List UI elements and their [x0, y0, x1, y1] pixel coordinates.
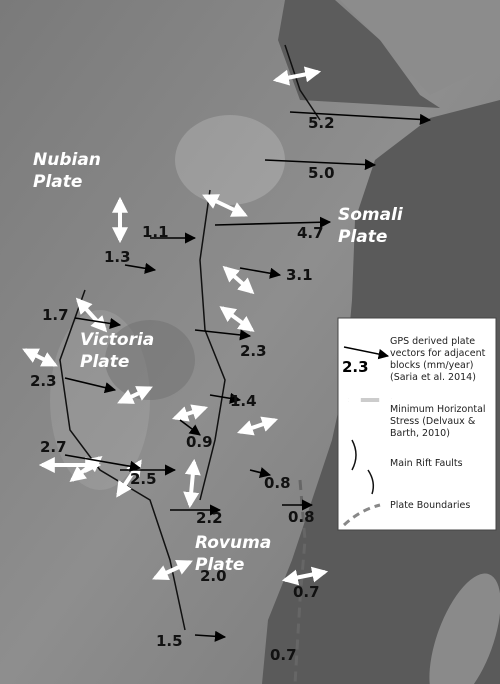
plate-name: Victoria [80, 330, 154, 350]
gps-value: 0.8 [288, 508, 315, 526]
legend-text: (Saria et al. 2014) [390, 372, 476, 383]
stress-arrow [272, 66, 322, 86]
plate-name: Plate [195, 555, 244, 575]
legend-text: Barth, 2010) [390, 428, 450, 439]
legend-text: blocks (mm/year) [390, 360, 474, 371]
gps-value: 0.7 [270, 646, 297, 664]
gps-arrow [64, 454, 142, 472]
stress-arrow [152, 560, 193, 580]
stress-arrow [183, 458, 201, 509]
stress-arrow [281, 566, 329, 586]
gps-value: 2.7 [40, 438, 67, 456]
plate-names: NubianPlateSomaliPlateVictoriaPlateRovum… [33, 150, 404, 575]
gps-value: 4.7 [297, 224, 324, 242]
legend-box [337, 317, 497, 531]
madagascar [429, 573, 500, 684]
gps-arrow [264, 158, 377, 171]
plate-name: Plate [338, 227, 387, 247]
gps-value: 5.2 [308, 114, 335, 132]
gps-value: 1.7 [42, 306, 69, 324]
gps-arrow [209, 392, 242, 404]
plate-name: Rovuma [195, 533, 271, 553]
stress-arrow [22, 348, 58, 367]
legend-text: Stress (Delvaux & [390, 416, 476, 427]
stress-arrow [222, 265, 255, 295]
legend-text: vectors for adjacent [390, 348, 486, 359]
gps-value: 0.8 [264, 474, 291, 492]
legend-text: Main Rift Faults [390, 458, 463, 469]
gps-arrow [249, 467, 272, 478]
stress-arrow [219, 306, 255, 332]
legend-text: Plate Boundaries [390, 500, 470, 511]
gps-vectors: 5.2 5.0 4.7 1.1 1.3 3.1 1.7 2.3 2.3 1.4 2.7 0.9 2.5 2… [30, 111, 432, 664]
legend-sample: 2.3 [342, 358, 369, 376]
gps-value: 1.3 [104, 248, 131, 266]
gps-value: 0.9 [186, 433, 213, 451]
gps-arrow [289, 111, 432, 126]
gps-arrow [214, 216, 332, 228]
gps-value: 2.0 [200, 567, 227, 585]
gps-arrow [179, 419, 201, 436]
stress-arrow [69, 456, 103, 482]
stress-arrows [22, 66, 329, 586]
gps-value: 1.1 [142, 223, 169, 241]
gps-value: 1.5 [156, 632, 183, 650]
gps-value: 5.0 [308, 164, 335, 182]
gps-value: 2.5 [130, 470, 157, 488]
plate-name: Plate [33, 172, 82, 192]
gps-value: 2.3 [30, 372, 57, 390]
gps-value: 1.4 [230, 392, 257, 410]
lake-victoria [105, 320, 195, 400]
gps-value: 3.1 [286, 266, 313, 284]
gps-value: 0.7 [293, 583, 320, 601]
stress-arrow [202, 194, 248, 217]
gps-arrow [124, 262, 157, 274]
arabia [340, 0, 500, 95]
stress-arrow [171, 404, 209, 422]
gps-arrow [64, 377, 117, 394]
legend-fault-symbol [351, 439, 375, 495]
legend-text: GPS derived plate [390, 336, 475, 347]
stress-arrow [236, 416, 279, 436]
gps-arrow [239, 267, 282, 279]
plate-name: Nubian [33, 150, 101, 170]
plate-name: Somali [338, 205, 404, 225]
ethiopian-highlands [175, 115, 285, 205]
gps-arrow [194, 329, 252, 341]
gps-arrow [74, 317, 122, 329]
gps-value: 2.2 [196, 509, 223, 527]
plate-boundary [293, 479, 307, 684]
gps-arrow [194, 630, 227, 642]
legend-gps-symbol [343, 346, 390, 360]
legend-boundary-symbol [342, 503, 381, 527]
legend-text: Minimum Horizontal [390, 404, 486, 415]
stress-arrow [117, 386, 153, 404]
gps-value: 2.3 [240, 342, 267, 360]
stress-arrow [75, 297, 108, 333]
plate-name: Plate [80, 352, 129, 372]
